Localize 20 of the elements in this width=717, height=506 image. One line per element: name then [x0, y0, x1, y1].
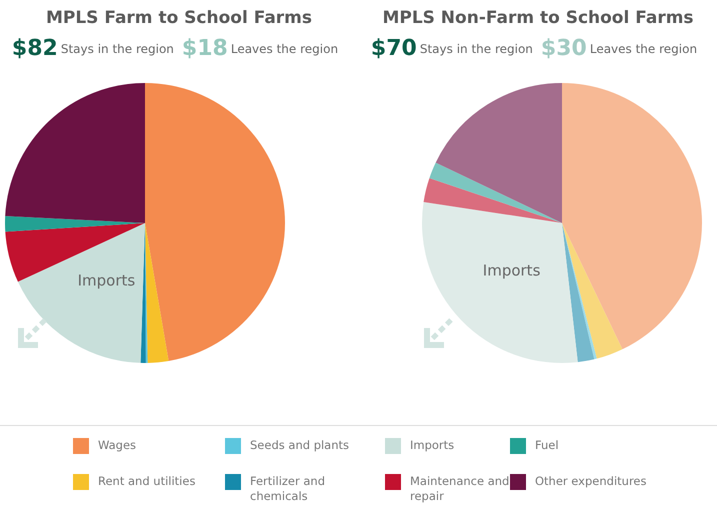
legend-label: Seeds and plants	[250, 438, 350, 452]
text: $30	[540, 36, 587, 61]
text: Leaves the region	[590, 42, 698, 56]
chart-title: MPLS Non-Farm to School Farms	[381, 8, 695, 28]
text: Stays in the region	[60, 42, 174, 56]
legend-label: Wages	[98, 438, 136, 452]
legend-label: Imports	[410, 438, 454, 452]
legend-label: Fertilizer and chemicals	[250, 474, 326, 503]
text: $70	[370, 36, 417, 61]
text: $82	[12, 36, 58, 61]
legend-label: Other expenditures	[535, 474, 646, 488]
legend-label: Maintenance and repair	[410, 474, 510, 503]
slice-label: Imports	[482, 261, 541, 280]
text: Leaves the region	[230, 42, 338, 56]
chart-title: MPLS Farm to School Farms	[44, 8, 314, 28]
text: $18	[182, 36, 228, 61]
legend-label: Fuel	[535, 438, 559, 452]
slice-label: Imports	[78, 271, 136, 290]
legend-label: Rent and utilities	[98, 474, 196, 488]
text: Stays in the region	[420, 42, 533, 56]
